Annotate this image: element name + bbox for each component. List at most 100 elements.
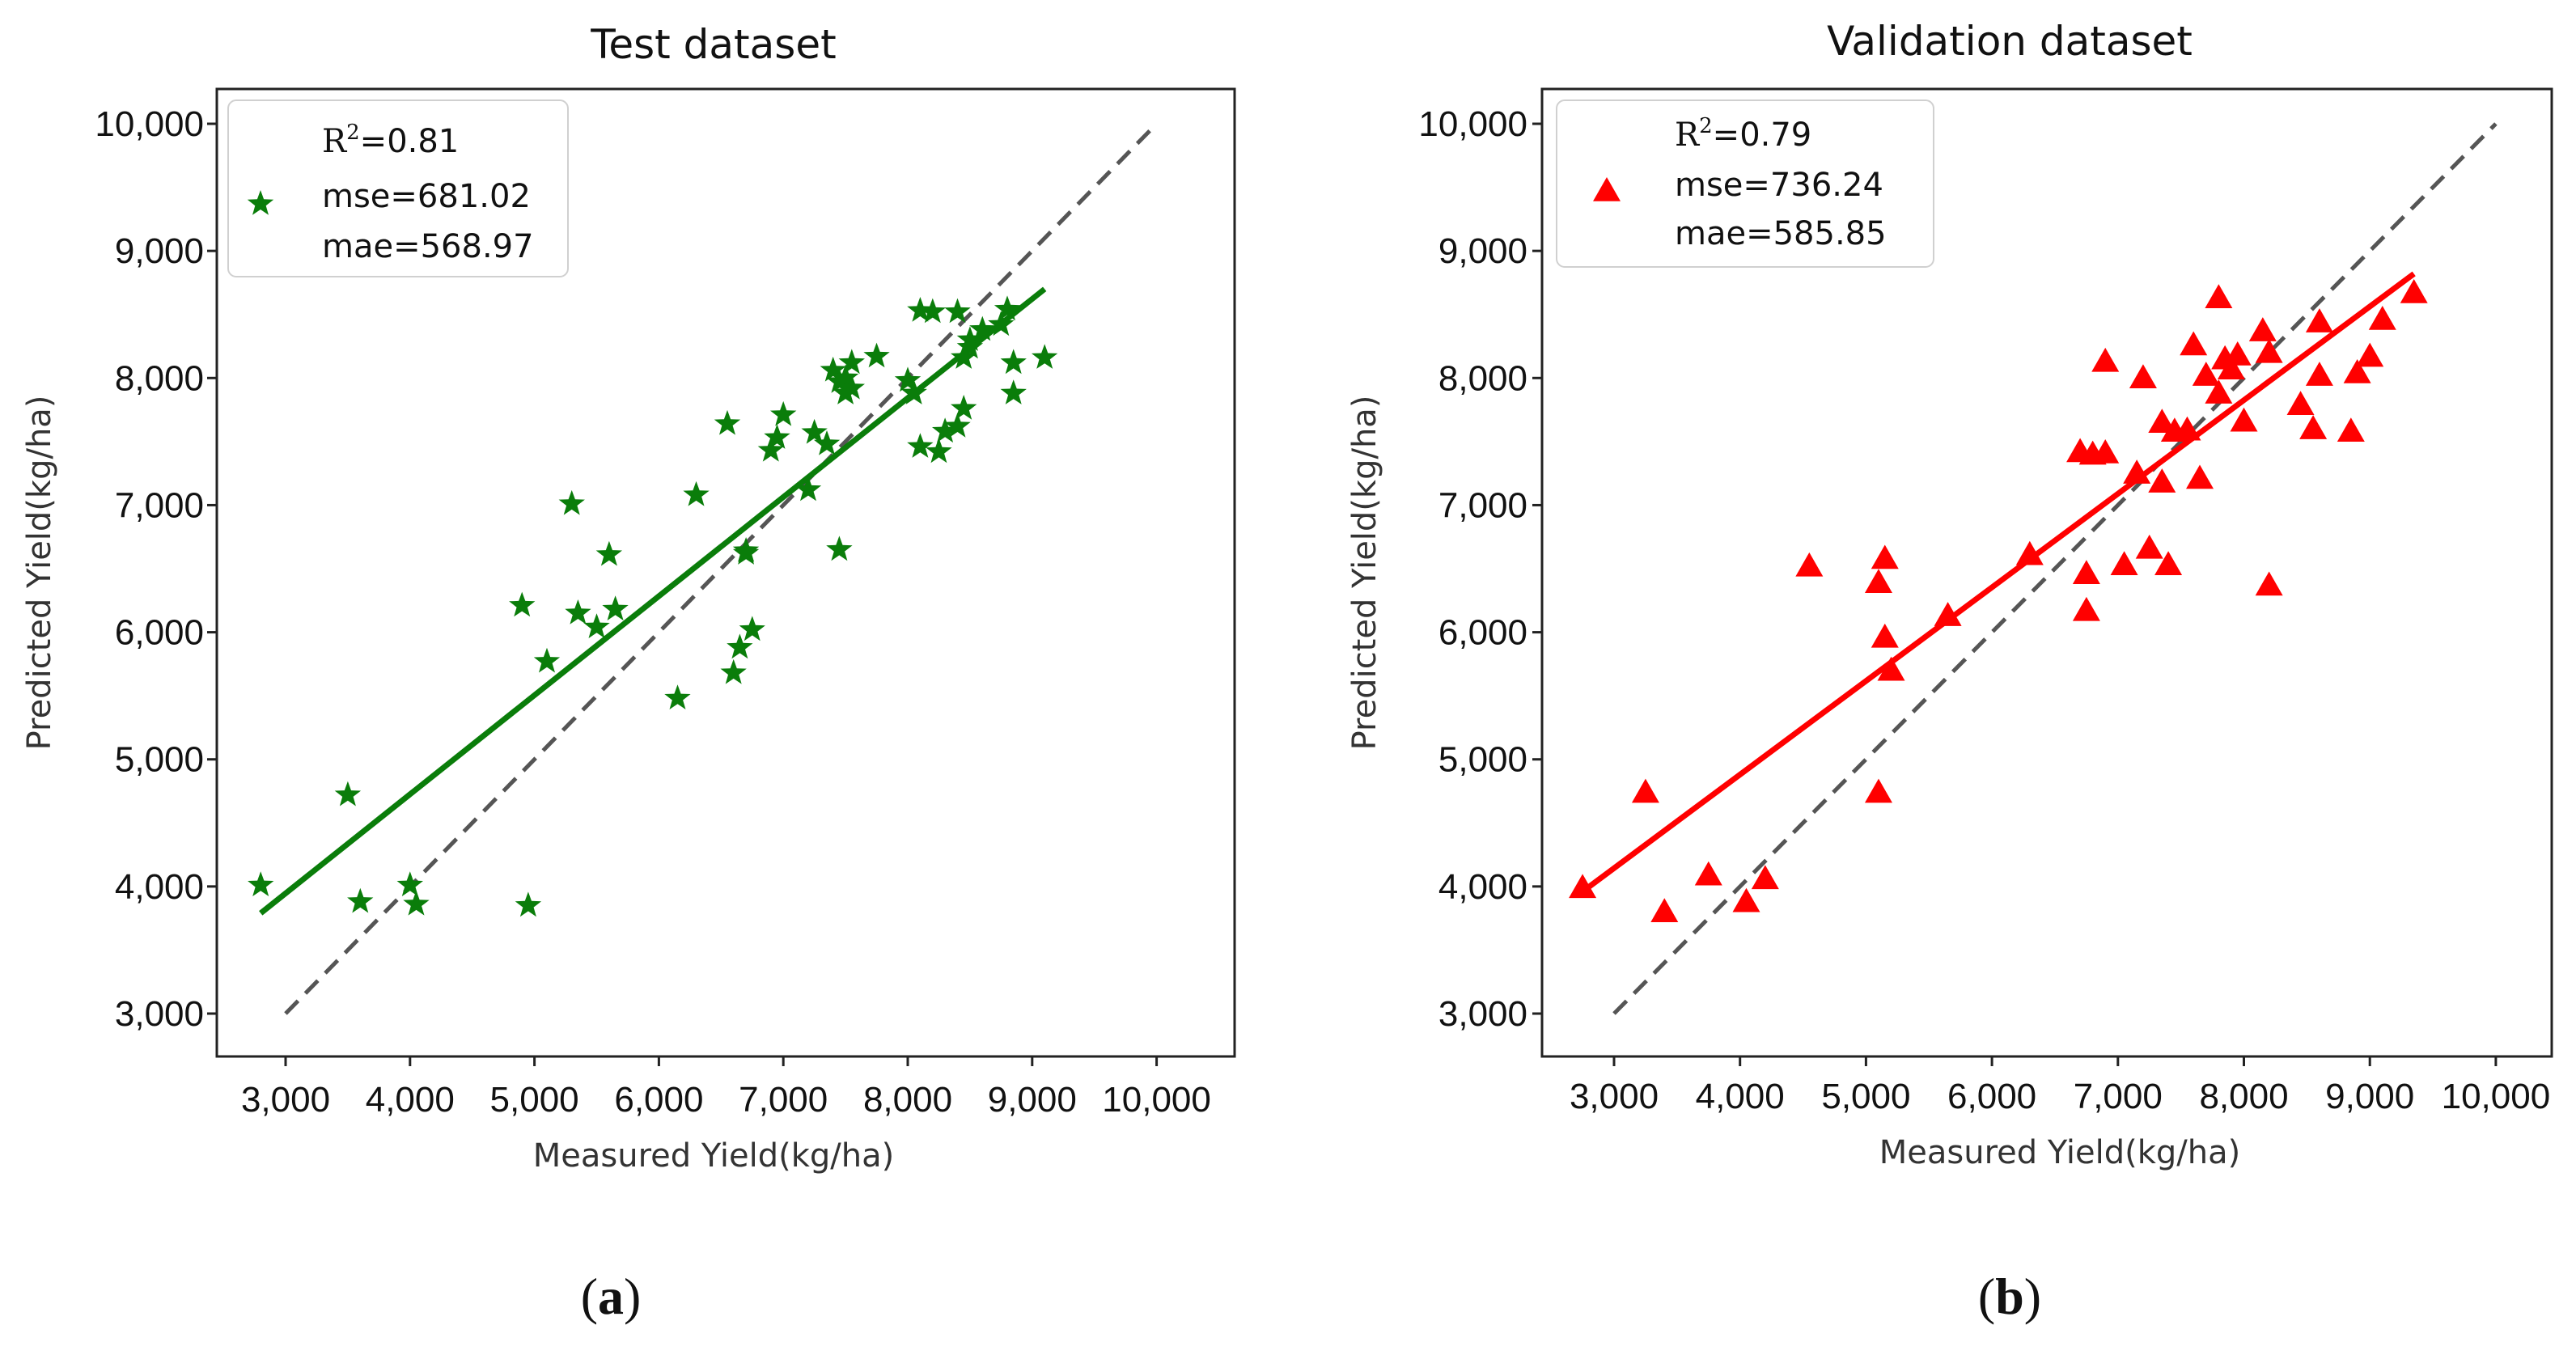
panel-a-data-point bbox=[932, 417, 959, 443]
panel-b-x-tick-label: 8,000 bbox=[2199, 1077, 2288, 1116]
panel-a-legend-box bbox=[227, 99, 569, 277]
panel-b-points bbox=[1569, 279, 2428, 923]
panel-b-data-point bbox=[1650, 898, 1679, 923]
panel-a-data-point bbox=[956, 333, 984, 359]
panel-b-y-tick-label: 5,000 bbox=[1438, 740, 1527, 780]
panel-a-data-point bbox=[894, 366, 922, 392]
panel-a-legend-r2: R2=0.81 bbox=[322, 121, 459, 160]
panel-b-data-point bbox=[2205, 379, 2233, 404]
panel-b-data-point bbox=[2305, 362, 2333, 386]
panel-a-data-point bbox=[926, 438, 952, 464]
panel-a-data-point bbox=[944, 298, 971, 324]
panel-a-data-point bbox=[832, 364, 859, 390]
panel-a-x-tick-label: 5,000 bbox=[490, 1080, 579, 1120]
panel-a-data-point bbox=[838, 374, 865, 400]
panel-b-data-point bbox=[2205, 284, 2233, 309]
panel-a-data-point bbox=[583, 613, 610, 638]
panel-a-legend-mae: mae=568.97 bbox=[322, 228, 534, 265]
panel-a-y-tick-label: 3,000 bbox=[115, 994, 204, 1034]
panel-b-data-point bbox=[2180, 331, 2208, 356]
panel-a-data-point bbox=[565, 599, 591, 624]
panel-b-data-point bbox=[2255, 571, 2283, 596]
panel-a-points bbox=[248, 295, 1058, 917]
panel-b-ticks: 3,000 3,000 4,000 4,000 5,000 5,000 6,000 6,000… bbox=[1418, 104, 2550, 1116]
panel-b-data-point bbox=[2091, 439, 2120, 464]
panel-a-data-point bbox=[664, 684, 691, 709]
panel-a-y-tick-label: 9,000 bbox=[115, 231, 204, 271]
panel-b-legend-box bbox=[1556, 99, 1934, 268]
panel-a-data-point bbox=[863, 342, 890, 368]
panel-a-data-point bbox=[764, 424, 790, 449]
panel-a-x-axis-label: Measured Yield(kg/ha) bbox=[533, 1137, 894, 1175]
panel-a-data-point bbox=[403, 890, 430, 916]
panel-b-identity-line bbox=[1612, 122, 2498, 1015]
panel-a-x-tick-label: 10,000 bbox=[1102, 1080, 1211, 1120]
panel-a-legend-mse: mse=681.02 bbox=[322, 178, 531, 215]
panel-a-data-point bbox=[558, 489, 585, 515]
panel-b-data-point bbox=[1871, 544, 1899, 569]
panel-a-data-point bbox=[994, 295, 1021, 321]
panel-b-data-point bbox=[2135, 534, 2163, 559]
panel-b-data-point bbox=[1871, 623, 1899, 648]
panel-a-data-point bbox=[727, 633, 753, 659]
panel-b-data-point bbox=[2223, 341, 2252, 366]
panel-a-data-point bbox=[515, 891, 542, 917]
panel-b-data-point bbox=[2129, 364, 2157, 389]
panel-a-data-point bbox=[801, 418, 828, 444]
panel-b-legend-mae: mae=585.85 bbox=[1675, 215, 1887, 252]
panel-b-fit-line bbox=[1580, 271, 2416, 894]
panel-a-legend-marker-symbol bbox=[247, 190, 274, 215]
panel-b-data-point bbox=[2091, 347, 2120, 372]
panel-a-data-point bbox=[732, 537, 760, 562]
panel-a-data-point bbox=[969, 315, 996, 341]
panel-b-data-point bbox=[1864, 778, 1892, 803]
panel-b-data-point bbox=[2305, 308, 2333, 332]
panel-a-legend: R2=0.81 mse=681.02 mae=568.97 bbox=[227, 99, 569, 277]
panel-a-data-point bbox=[1032, 344, 1058, 369]
panel-b-data-point bbox=[2148, 409, 2176, 434]
panel-b-y-tick-label: 10,000 bbox=[1418, 104, 1527, 144]
panel-b-legend-marker-symbol bbox=[1593, 177, 1621, 201]
panel-b-data-point bbox=[2368, 306, 2396, 330]
panel-a-data-point bbox=[907, 297, 934, 322]
panel-a-data-point bbox=[832, 379, 859, 404]
panel-b-lines bbox=[1580, 122, 2498, 1015]
panel-b-y-tick-label: 4,000 bbox=[1438, 867, 1527, 907]
panel-a-data-point bbox=[720, 658, 747, 684]
panel-b-data-point bbox=[2286, 391, 2315, 416]
panel-a-data-point bbox=[1000, 379, 1027, 404]
panel-a-data-point bbox=[919, 298, 946, 324]
panel-b-data-point bbox=[1877, 656, 1905, 681]
panel-b-x-tick-label: 3,000 bbox=[1570, 1077, 1659, 1116]
panel-b-data-point bbox=[2356, 342, 2384, 367]
panel-a-data-point bbox=[900, 379, 927, 404]
panel-a-data-point bbox=[248, 871, 274, 896]
panel-a-title: Test dataset bbox=[590, 21, 836, 68]
panel-b-data-point bbox=[2299, 415, 2328, 439]
panel-a-data-point bbox=[602, 595, 629, 620]
panel-b-plot-frame bbox=[1540, 87, 2553, 1058]
panel-a-data-point bbox=[944, 413, 971, 438]
panel-b-x-tick-label: 5,000 bbox=[1821, 1077, 1910, 1116]
panel-b-y-tick-label: 6,000 bbox=[1438, 613, 1527, 653]
panel-a-y-tick-label: 5,000 bbox=[115, 740, 204, 780]
panel-b-x-tick-label: 9,000 bbox=[2325, 1077, 2414, 1116]
panel-a-y-axis-label: Predicted Yield(kg/ha) bbox=[21, 396, 58, 751]
panel-b-y-tick-label: 8,000 bbox=[1438, 358, 1527, 398]
panel-a-y-tick-label: 7,000 bbox=[115, 485, 204, 525]
panel-a-data-point bbox=[907, 433, 934, 458]
panel-b-title: Validation dataset bbox=[1827, 18, 2193, 65]
panel-b-legend-marker bbox=[1593, 177, 1621, 201]
panel-b-y-tick-label: 7,000 bbox=[1438, 485, 1527, 525]
panel-b-x-axis-label: Measured Yield(kg/ha) bbox=[1879, 1134, 2240, 1171]
panel-a-data-point bbox=[826, 536, 853, 561]
panel-a-y-tick-label: 6,000 bbox=[115, 613, 204, 653]
panel-b-data-point bbox=[1795, 552, 1824, 577]
panel-a-data-point bbox=[347, 887, 374, 913]
panel-b-data-point bbox=[1694, 861, 1722, 886]
panel-a-data-point bbox=[757, 436, 784, 462]
panel-b-data-point bbox=[2110, 551, 2138, 576]
panel-a-plot-frame bbox=[215, 87, 1236, 1058]
panel-a-data-point bbox=[714, 409, 741, 435]
